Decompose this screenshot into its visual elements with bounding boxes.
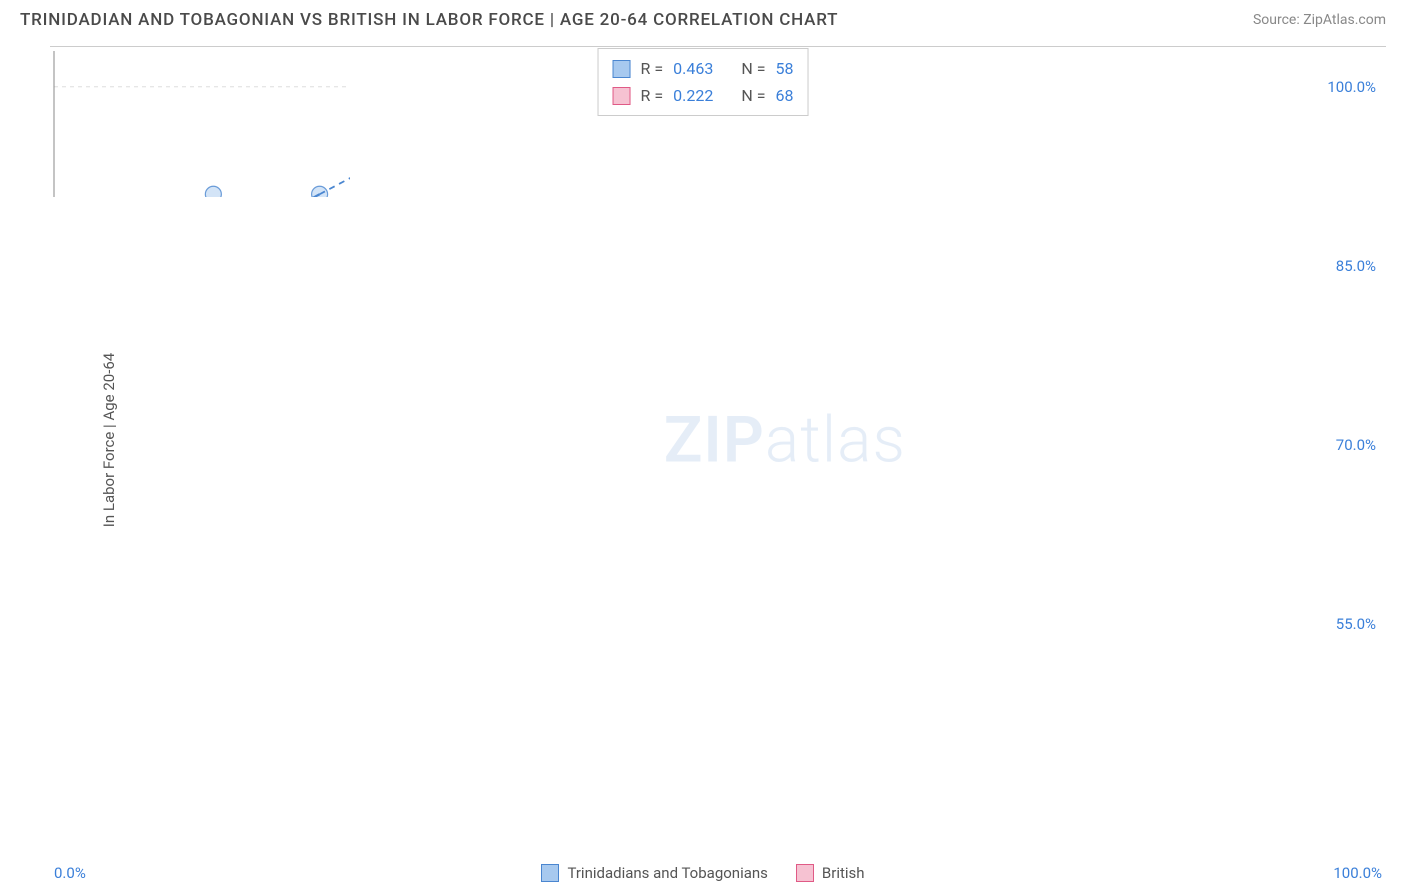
source-attribution: Source: ZipAtlas.com bbox=[1253, 12, 1386, 28]
y-axis-label: In Labor Force | Age 20-64 bbox=[100, 352, 118, 526]
stats-legend-box: R = 0.463 N = 58 R = 0.222 N = 68 bbox=[598, 48, 809, 116]
y-tick-label: 70.0% bbox=[1336, 436, 1376, 454]
legend-swatch bbox=[613, 87, 631, 105]
legend-item: Trinidadians and Tobagonians bbox=[541, 864, 767, 882]
scatter-plot bbox=[50, 47, 350, 197]
legend-label: Trinidadians and Tobagonians bbox=[567, 864, 767, 882]
stats-row: R = 0.222 N = 68 bbox=[613, 82, 794, 109]
stat-r-value: 0.463 bbox=[673, 55, 713, 82]
stat-r-value: 0.222 bbox=[673, 82, 713, 109]
legend-item: British bbox=[796, 864, 865, 882]
legend-swatch bbox=[796, 864, 814, 882]
stat-n-value: 68 bbox=[775, 82, 793, 109]
legend-label: British bbox=[822, 864, 865, 882]
y-tick-label: 55.0% bbox=[1336, 615, 1376, 633]
stat-n-label: N = bbox=[741, 82, 765, 109]
stat-n-label: N = bbox=[741, 55, 765, 82]
stat-r-label: R = bbox=[641, 82, 664, 109]
bottom-legend: Trinidadians and Tobagonians British bbox=[0, 864, 1406, 882]
y-tick-label: 100.0% bbox=[1327, 78, 1376, 96]
chart-container: In Labor Force | Age 20-64 ZIPatlas 55.0… bbox=[50, 46, 1386, 832]
chart-title: TRINIDADIAN AND TOBAGONIAN VS BRITISH IN… bbox=[20, 10, 838, 30]
stat-n-value: 58 bbox=[775, 55, 793, 82]
stats-row: R = 0.463 N = 58 bbox=[613, 55, 794, 82]
watermark: ZIPatlas bbox=[664, 402, 906, 477]
stat-r-label: R = bbox=[641, 55, 664, 82]
legend-swatch bbox=[613, 60, 631, 78]
y-tick-label: 85.0% bbox=[1336, 257, 1376, 275]
legend-swatch bbox=[541, 864, 559, 882]
